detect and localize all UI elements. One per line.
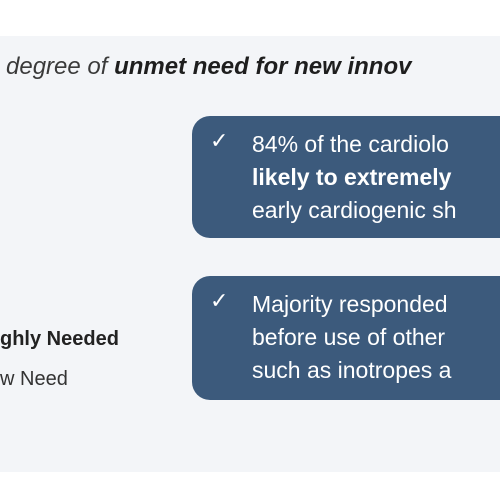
card-line-2: likely to extremely (252, 164, 452, 190)
card-line-2: before use of other (252, 324, 446, 350)
legend-new-need: w Need (0, 368, 68, 390)
card-line-3: early cardiogenic sh (252, 197, 457, 223)
finding-card-majority: ✓ Majority responded before use of other… (192, 276, 500, 400)
card-line-3: such as inotropes a (252, 357, 452, 383)
headline-text: degree of (6, 53, 115, 80)
finding-card-cardiologists: ✓ 84% of the cardiolo likely to extremel… (192, 116, 500, 238)
top-strip (0, 0, 500, 36)
slide-headline: degree of unmet need for new innov (6, 52, 411, 82)
content-panel (0, 36, 500, 472)
card-text: 84% of the cardiolo likely to extremely … (252, 128, 457, 227)
card-text: Majority responded before use of other s… (252, 288, 451, 387)
card-line-1: 84% of the cardiolo (252, 131, 449, 157)
headline-emphasis: unmet need for new innov (114, 53, 412, 80)
checkmark-icon: ✓ (210, 129, 229, 154)
card-line-1: Majority responded (252, 291, 448, 317)
checkmark-icon: ✓ (210, 289, 229, 314)
legend-highly-needed: ghly Needed (0, 328, 119, 350)
